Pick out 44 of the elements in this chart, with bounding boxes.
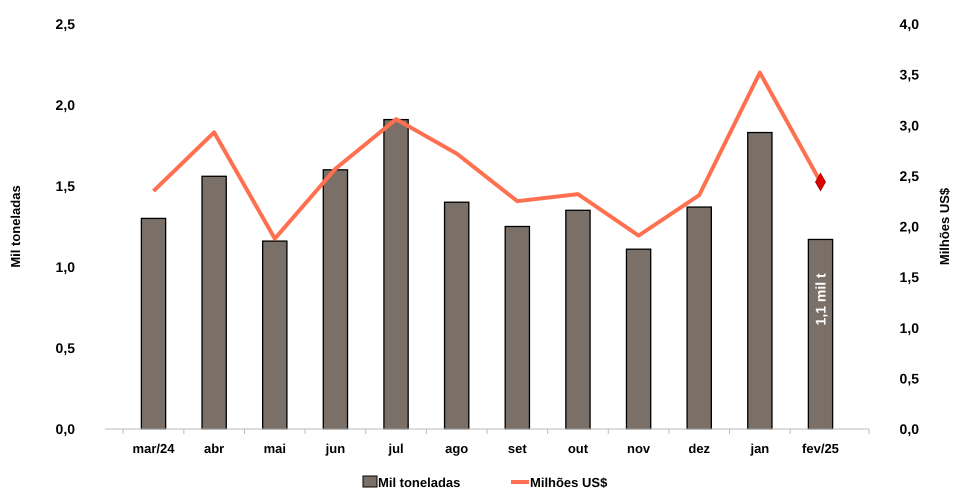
- bar: [686, 206, 712, 430]
- bar: [626, 248, 652, 430]
- bar: [140, 218, 166, 430]
- x-tick-label: jun: [324, 441, 346, 456]
- y-tick-label: 2,0: [56, 97, 76, 113]
- y2-tick-label: 3,0: [900, 117, 920, 134]
- y-tick-label: 1,0: [56, 259, 76, 275]
- y2-tick-label: 2,0: [900, 218, 920, 234]
- annotation: 1,1 mil t: [812, 273, 828, 326]
- y2-tick-label: 4,0: [900, 16, 920, 32]
- y-tick-label: 1,5: [56, 178, 76, 194]
- y-tick-label: 0,5: [56, 340, 76, 356]
- y-axis-title: Mil toneladas: [8, 185, 23, 268]
- y2-tick-label: 1,5: [900, 269, 920, 286]
- y2-tick-label: 0,0: [900, 421, 920, 437]
- x-tick-label: nov: [627, 441, 651, 456]
- bar: [808, 238, 834, 430]
- bar: [565, 210, 591, 430]
- bar: [747, 132, 773, 430]
- y2-tick-label: 2,5: [900, 168, 920, 184]
- bar: [322, 169, 348, 430]
- x-tick-label: out: [568, 441, 589, 456]
- bar: [444, 202, 470, 430]
- x-tick-label: jan: [749, 441, 770, 456]
- bar: [262, 240, 288, 430]
- x-tick-label: mai: [264, 441, 286, 456]
- x-tick-label: ago: [445, 441, 468, 456]
- x-tick-label: dez: [688, 441, 711, 456]
- x-tick-label: mar/24: [132, 441, 176, 456]
- y2-tick-label: 1,0: [900, 320, 920, 336]
- x-tick-label: set: [508, 441, 528, 456]
- y2-axis-title: Milhões US$: [937, 187, 952, 266]
- x-tick-label: fev/25: [802, 441, 839, 456]
- y2-tick-label: 0,5: [900, 370, 920, 386]
- bar: [383, 118, 409, 430]
- y2-tick-label: 3,5: [900, 66, 920, 83]
- legend-label: Mil toneladas: [378, 475, 460, 490]
- x-tick-label: abr: [204, 441, 224, 456]
- bar: [201, 176, 227, 430]
- y-tick-label: 2,5: [56, 16, 76, 32]
- bar: [504, 226, 530, 430]
- y-tick-label: 0,0: [56, 421, 76, 437]
- x-tick-label: jul: [387, 441, 404, 456]
- legend-label: Milhões US$: [530, 475, 608, 490]
